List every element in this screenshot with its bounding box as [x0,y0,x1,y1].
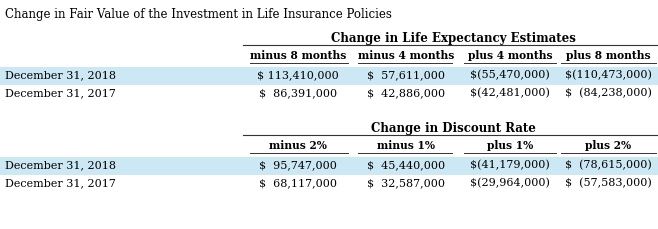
Text: Change in Discount Rate: Change in Discount Rate [370,121,536,134]
Text: minus 8 months: minus 8 months [250,50,346,61]
Bar [0,157,658,175]
Text: $  86,391,000: $ 86,391,000 [259,88,337,98]
Text: $(42,481,000): $(42,481,000) [470,88,550,98]
Text: December 31, 2017: December 31, 2017 [5,177,116,187]
Text: $(110,473,000): $(110,473,000) [565,70,651,80]
Text: $(41,179,000): $(41,179,000) [470,159,550,170]
Text: $  (57,583,000): $ (57,583,000) [565,177,651,188]
Text: $(55,470,000): $(55,470,000) [470,70,550,80]
Text: December 31, 2017: December 31, 2017 [5,88,116,98]
Text: $  68,117,000: $ 68,117,000 [259,177,337,187]
Text: December 31, 2018: December 31, 2018 [5,70,116,80]
Text: December 31, 2018: December 31, 2018 [5,159,116,169]
Text: plus 2%: plus 2% [585,139,631,150]
Text: Change in Life Expectancy Estimates: Change in Life Expectancy Estimates [330,32,576,45]
Text: $  (84,238,000): $ (84,238,000) [565,88,651,98]
Text: plus 4 months: plus 4 months [468,50,552,61]
Text: minus 1%: minus 1% [377,139,435,150]
Text: $  (78,615,000): $ (78,615,000) [565,159,651,170]
Text: Change in Fair Value of the Investment in Life Insurance Policies: Change in Fair Value of the Investment i… [5,8,392,21]
Text: $  32,587,000: $ 32,587,000 [367,177,445,187]
Text: $  57,611,000: $ 57,611,000 [367,70,445,80]
Text: $(29,964,000): $(29,964,000) [470,177,550,188]
Text: minus 2%: minus 2% [269,139,327,150]
Text: $  45,440,000: $ 45,440,000 [367,159,445,169]
Text: plus 1%: plus 1% [487,139,533,150]
Text: minus 4 months: minus 4 months [358,50,454,61]
Text: $ 113,410,000: $ 113,410,000 [257,70,339,80]
Text: plus 8 months: plus 8 months [566,50,650,61]
Bar [0,68,658,86]
Text: $  95,747,000: $ 95,747,000 [259,159,337,169]
Text: $  42,886,000: $ 42,886,000 [367,88,445,98]
